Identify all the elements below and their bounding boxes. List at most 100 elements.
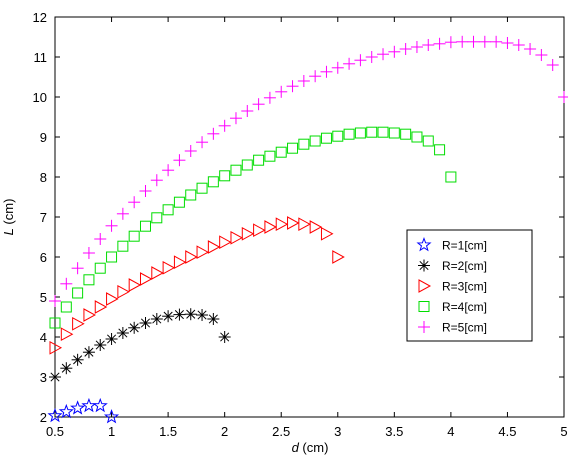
data-point <box>230 164 242 176</box>
legend-item: R=1[cm] <box>416 237 487 253</box>
data-point <box>117 284 130 299</box>
legend-label: R=3[cm] <box>442 280 487 294</box>
data-point <box>106 292 119 306</box>
data-point <box>196 182 208 194</box>
data-point <box>162 260 176 275</box>
y-tick-label: 4 <box>40 330 47 345</box>
data-point <box>354 54 367 67</box>
data-point <box>377 48 390 61</box>
data-point <box>558 91 568 103</box>
data-point <box>106 251 118 263</box>
data-point <box>241 105 254 117</box>
legend-item: R=3[cm] <box>418 279 487 294</box>
data-point <box>207 176 219 188</box>
data-point <box>94 300 108 314</box>
data-point <box>298 138 310 150</box>
data-point <box>433 37 446 50</box>
series-4 <box>49 126 457 329</box>
x-tick-label: 0.5 <box>46 424 64 439</box>
data-point <box>343 57 356 70</box>
data-point <box>128 230 140 242</box>
x-tick-label: 3.5 <box>385 424 403 439</box>
plot-area <box>54 16 565 418</box>
y-tick-label: 5 <box>40 290 47 305</box>
legend-marker <box>418 259 430 272</box>
data-point <box>343 128 355 140</box>
data-point <box>241 226 255 241</box>
data-point <box>151 212 163 224</box>
data-point <box>309 70 322 83</box>
data-point <box>173 196 185 208</box>
data-point <box>320 132 332 144</box>
data-point <box>264 150 276 162</box>
data-point <box>218 331 231 343</box>
legend-marker <box>418 321 430 333</box>
data-point <box>173 154 186 167</box>
data-point <box>287 216 300 230</box>
data-point <box>275 85 288 98</box>
data-point <box>58 403 74 419</box>
data-point <box>434 144 446 156</box>
data-point <box>490 35 503 48</box>
x-tick-label: 5 <box>560 424 567 439</box>
y-axis: 2 3 4 5 6 7 8 9 10 11 12 <box>33 10 564 425</box>
data-point <box>71 262 84 275</box>
data-point <box>264 220 277 234</box>
data-point <box>60 362 73 375</box>
data-point <box>49 295 61 307</box>
legend-marker <box>418 279 432 293</box>
legend-label: R=1[cm] <box>442 239 487 253</box>
data-point <box>94 339 107 351</box>
data-point <box>60 277 73 290</box>
data-point <box>501 37 514 49</box>
data-point <box>49 340 63 355</box>
data-point <box>456 35 469 48</box>
data-point <box>72 316 85 331</box>
series-layer <box>47 35 568 424</box>
legend-label: R=4[cm] <box>442 300 487 314</box>
data-point <box>92 397 108 413</box>
legend-label: R=2[cm] <box>442 259 487 273</box>
data-point <box>94 262 106 274</box>
data-point <box>162 204 174 216</box>
data-point <box>388 45 401 58</box>
data-point <box>49 317 61 329</box>
data-point <box>139 317 152 329</box>
legend-item: R=5[cm] <box>418 321 487 335</box>
data-point <box>151 266 164 280</box>
data-point <box>444 36 457 49</box>
data-point <box>365 51 378 63</box>
data-point <box>252 98 265 111</box>
legend-marker <box>416 237 432 252</box>
legend: R=1[cm] R=2[cm] R=3[cm] R=4[cm] R=5[cm] <box>406 229 533 342</box>
data-point <box>60 327 74 342</box>
data-point <box>229 112 242 125</box>
data-point <box>128 321 141 334</box>
y-tick-label: 8 <box>40 170 47 185</box>
data-point <box>60 301 72 313</box>
data-point <box>400 128 412 140</box>
data-point <box>207 240 221 254</box>
data-point <box>116 207 129 220</box>
x-tick-label: 4.5 <box>498 424 516 439</box>
data-point <box>162 164 175 177</box>
data-point <box>332 130 344 142</box>
x-tick-label: 1 <box>108 424 115 439</box>
data-point <box>219 170 231 182</box>
data-point <box>445 171 457 183</box>
data-point <box>422 39 435 51</box>
y-tick-label: 10 <box>33 90 47 105</box>
data-point <box>207 127 220 140</box>
series-3 <box>49 216 345 355</box>
data-point <box>524 43 537 55</box>
data-point <box>297 75 310 87</box>
data-point <box>399 43 412 55</box>
data-point <box>218 119 231 132</box>
legend-item: R=4[cm] <box>418 300 487 314</box>
data-point <box>196 309 209 321</box>
data-point <box>287 142 299 154</box>
y-tick-label: 7 <box>40 210 47 225</box>
data-point <box>411 131 423 143</box>
data-point <box>139 220 151 232</box>
y-tick-label: 11 <box>34 50 48 65</box>
